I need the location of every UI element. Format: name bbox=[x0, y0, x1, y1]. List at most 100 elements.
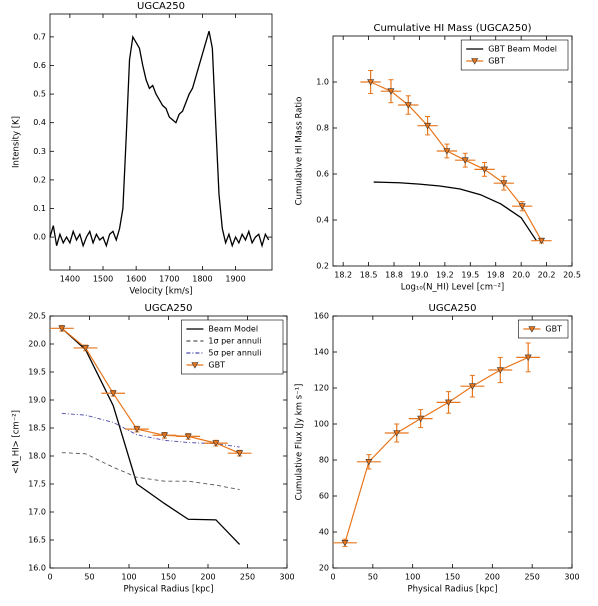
chart-title: Cumulative HI Mass (UGCA250) bbox=[373, 23, 531, 34]
legend-marker bbox=[471, 58, 479, 65]
marker bbox=[109, 390, 117, 397]
x-tick-label: 150 bbox=[445, 573, 460, 582]
series-line bbox=[370, 81, 543, 241]
y-tick-label: 80 bbox=[319, 456, 329, 465]
marker bbox=[443, 148, 451, 155]
x-tick-label: 200 bbox=[200, 573, 215, 582]
y-tick-label: 0.3 bbox=[33, 147, 46, 156]
y-tick-label: 1.0 bbox=[316, 78, 329, 87]
x-tick-label: 20.0 bbox=[512, 271, 530, 280]
marker bbox=[387, 88, 395, 95]
legend-label: Beam Model bbox=[208, 325, 258, 334]
marker bbox=[461, 157, 469, 164]
x-tick-label: 50 bbox=[84, 573, 94, 582]
y-tick-label: 18.5 bbox=[28, 424, 46, 433]
y-tick-label: 0.4 bbox=[33, 118, 46, 127]
series-line bbox=[373, 181, 537, 242]
x-tick-label: 1600 bbox=[126, 275, 146, 284]
legend-label: GBT bbox=[545, 325, 562, 334]
y-axis-label: <N_HI> [cm⁻²] bbox=[12, 410, 22, 474]
marker bbox=[133, 426, 141, 433]
x-tick-label: 1900 bbox=[225, 275, 245, 284]
x-tick-label: 1500 bbox=[93, 275, 113, 284]
series-line bbox=[344, 356, 529, 543]
legend-marker bbox=[191, 362, 199, 369]
legend-label: GBT bbox=[488, 57, 505, 66]
y-tick-label: 40 bbox=[319, 528, 329, 537]
series-line bbox=[49, 30, 270, 249]
marker bbox=[518, 203, 526, 210]
series-line bbox=[61, 327, 240, 454]
chart-title: UGCA250 bbox=[429, 303, 477, 314]
legend-marker bbox=[528, 326, 536, 333]
x-axis-label: Physical Radius [kpc] bbox=[123, 585, 213, 595]
marker bbox=[184, 433, 192, 441]
y-tick-label: 140 bbox=[314, 348, 329, 357]
y-tick-label: 0.2 bbox=[33, 175, 46, 184]
marker bbox=[341, 540, 349, 547]
series-line bbox=[61, 452, 240, 491]
marker bbox=[58, 325, 66, 332]
legend-label: GBT Beam Model bbox=[488, 45, 557, 54]
y-tick-label: 20.5 bbox=[28, 312, 46, 321]
marker bbox=[161, 432, 169, 439]
x-tick-label: 1800 bbox=[192, 275, 212, 284]
x-tick-label: 1400 bbox=[60, 275, 80, 284]
x-axis-label: Physical Radius [kpc] bbox=[407, 585, 497, 595]
y-tick-label: 0.1 bbox=[33, 204, 46, 213]
x-tick-label: 200 bbox=[485, 573, 500, 582]
x-tick-label: 50 bbox=[368, 573, 378, 582]
x-tick-label: 250 bbox=[525, 573, 540, 582]
x-tick-label: 19.5 bbox=[461, 271, 479, 280]
marker bbox=[468, 383, 476, 390]
x-tick-label: 150 bbox=[161, 573, 176, 582]
marker bbox=[445, 399, 453, 407]
legend-label: 5σ per annuli bbox=[208, 349, 261, 358]
y-tick-label: 0.7 bbox=[33, 32, 46, 41]
marker bbox=[417, 415, 425, 423]
legend-box bbox=[460, 39, 569, 71]
y-tick-label: 120 bbox=[314, 384, 329, 393]
y-axis-label: Cumulative HI Mass Ratio bbox=[295, 97, 305, 206]
y-tick-label: 100 bbox=[314, 420, 329, 429]
chart-title: UGCA250 bbox=[137, 1, 185, 12]
x-tick-label: 300 bbox=[564, 573, 579, 582]
marker bbox=[367, 79, 375, 86]
x-tick-label: 0 bbox=[330, 573, 335, 582]
y-tick-label: 16.5 bbox=[28, 536, 46, 545]
x-tick-label: 300 bbox=[279, 573, 294, 582]
y-tick-label: 16.0 bbox=[28, 564, 46, 573]
marker bbox=[82, 345, 90, 352]
y-tick-label: 0.6 bbox=[316, 170, 329, 179]
x-tick-label: 19.8 bbox=[487, 271, 505, 280]
y-tick-label: 19.5 bbox=[28, 368, 46, 377]
y-tick-label: 0.4 bbox=[316, 216, 329, 225]
x-axis-label: Velocity [km/s] bbox=[129, 287, 192, 297]
x-tick-label: 18.5 bbox=[360, 271, 378, 280]
y-axis-label: Cumulative Flux [Jy km s⁻¹] bbox=[295, 384, 305, 501]
marker bbox=[212, 440, 220, 447]
x-tick-label: 250 bbox=[240, 573, 255, 582]
marker bbox=[393, 430, 401, 437]
marker bbox=[524, 354, 532, 362]
y-tick-label: 0.6 bbox=[33, 61, 46, 70]
x-tick-label: 100 bbox=[121, 573, 136, 582]
chart-title: UGCA250 bbox=[145, 303, 193, 314]
marker bbox=[500, 180, 508, 187]
x-tick-label: 19.0 bbox=[411, 271, 429, 280]
x-tick-label: 20.2 bbox=[538, 271, 556, 280]
x-tick-label: 18.2 bbox=[334, 271, 352, 280]
y-tick-label: 60 bbox=[319, 492, 329, 501]
x-tick-label: 18.8 bbox=[385, 271, 403, 280]
legend-label: 1σ per annuli bbox=[208, 337, 261, 346]
y-tick-label: 160 bbox=[314, 312, 329, 321]
y-tick-label: 0.2 bbox=[316, 262, 329, 271]
y-tick-label: 17.5 bbox=[28, 480, 46, 489]
series-line bbox=[61, 327, 241, 545]
x-tick-label: 1700 bbox=[159, 275, 179, 284]
marker bbox=[537, 237, 545, 245]
marker bbox=[236, 450, 244, 457]
x-tick-label: 19.2 bbox=[436, 271, 454, 280]
y-tick-label: 18.0 bbox=[28, 452, 46, 461]
